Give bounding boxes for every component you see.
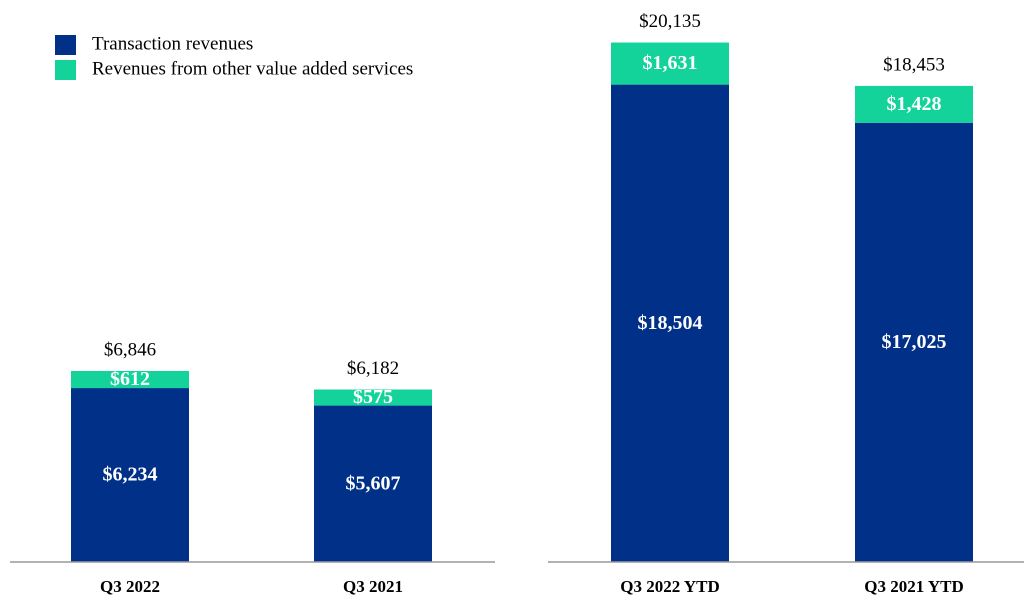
segment-label: $6,234 (103, 464, 158, 486)
x-tick-label: Q3 2021 YTD (864, 577, 964, 596)
segment-label: $5,607 (346, 472, 401, 494)
bar-segment (314, 405, 432, 562)
legend-label: Revenues from other value added services (92, 58, 413, 79)
segment-label: $18,504 (638, 312, 703, 334)
segment-label: $612 (110, 368, 150, 390)
segment-label: $1,428 (887, 93, 942, 115)
x-tick-label: Q3 2022 (100, 577, 160, 596)
bar-segment (611, 42, 729, 85)
bar-segment (314, 389, 432, 406)
segment-label: $17,025 (882, 331, 947, 353)
bar-segment (71, 370, 189, 389)
legend-swatch (55, 60, 76, 80)
bar-segment (855, 85, 973, 123)
bar-segment (71, 388, 189, 562)
bar-segment (855, 122, 973, 562)
x-tick-label: Q3 2022 YTD (620, 577, 720, 596)
x-tick-label: Q3 2021 (343, 577, 403, 596)
legend-swatch (55, 35, 76, 55)
total-label: $20,135 (639, 11, 701, 32)
bar-segment (611, 84, 729, 562)
legend-label: Transaction revenues (92, 33, 253, 54)
total-label: $6,182 (347, 358, 399, 379)
total-label: $6,846 (104, 339, 156, 360)
segment-label: $1,631 (643, 52, 698, 74)
segment-label: $575 (353, 386, 393, 408)
total-label: $18,453 (883, 54, 945, 75)
